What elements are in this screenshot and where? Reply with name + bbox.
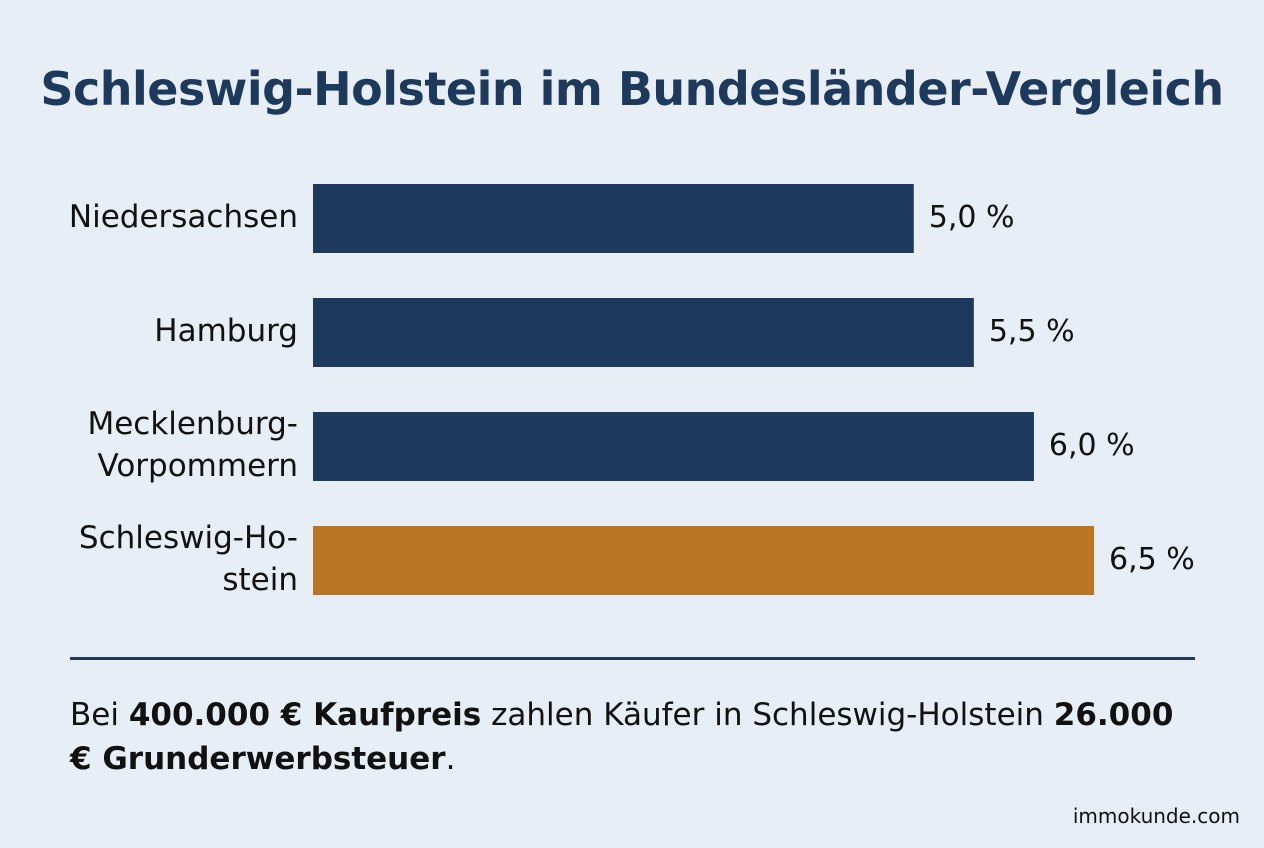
value-label-hamburg: 5,5 % — [989, 314, 1075, 349]
category-label-schleswig-holstein: Schleswig-Ho-stein — [79, 520, 298, 598]
bar-hamburg — [313, 298, 974, 367]
chart-title: Schleswig-Holstein im Bundesländer-Vergl… — [40, 62, 1224, 116]
category-label-niedersachsen: Niedersachsen — [69, 199, 298, 235]
value-label-mecklenburg-vorpommern: 6,0 % — [1049, 428, 1135, 463]
value-label-schleswig-holstein: 6,5 % — [1109, 542, 1195, 577]
source-label: immokunde.com — [1072, 804, 1240, 828]
note-text-1: Bei — [70, 697, 129, 733]
bar-niedersachsen — [313, 184, 914, 253]
summary-note: Bei 400.000 € Kaufpreis zahlen Käufer in… — [70, 693, 1200, 781]
category-label-hamburg: Hamburg — [154, 313, 298, 349]
note-tax: 26.000 € Grunderwerbsteuer — [70, 697, 1174, 777]
bar-schleswig-holstein — [313, 526, 1094, 595]
bar-mecklenburg-vorpommern — [313, 412, 1034, 481]
bar-chart: Niedersachsen 5,0 % Hamburg 5,5 % Mecklenbur… — [69, 184, 1195, 598]
note-price: 400.000 € Kaufpreis — [128, 697, 482, 733]
divider — [70, 657, 1195, 660]
note-text-2: zahlen Käufer in Schleswig-Holstein — [481, 697, 1054, 733]
category-label-mecklenburg-vorpommern: Mecklenburg-Vorpommern — [87, 406, 298, 484]
value-label-niedersachsen: 5,0 % — [929, 200, 1015, 235]
note-text-3: . — [445, 741, 456, 777]
